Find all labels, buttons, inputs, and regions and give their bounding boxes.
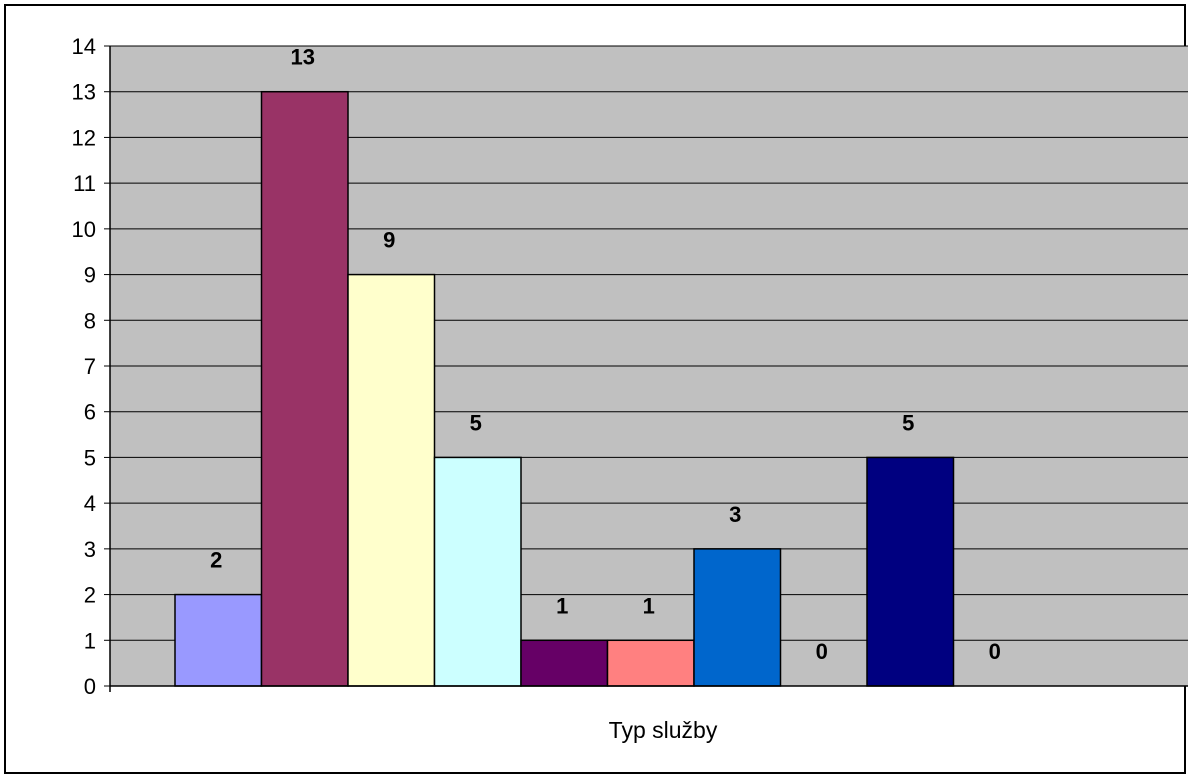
data-label: 9 — [383, 228, 395, 253]
bar — [520, 639, 609, 687]
bar — [347, 273, 436, 687]
y-tick-label: 10 — [72, 217, 96, 242]
data-label: 5 — [902, 410, 914, 435]
data-label: 2 — [210, 548, 222, 573]
y-tick-label: 12 — [72, 125, 96, 150]
data-label: 5 — [470, 410, 482, 435]
y-tick-label: 0 — [84, 674, 96, 699]
y-tick-label: 4 — [84, 491, 96, 516]
data-label: 1 — [556, 593, 568, 618]
y-tick-label: 13 — [72, 80, 96, 105]
y-tick-label: 14 — [72, 34, 96, 59]
bar — [866, 456, 955, 687]
data-label: 0 — [989, 639, 1001, 664]
y-tick-label: 5 — [84, 445, 96, 470]
bar — [606, 639, 695, 687]
y-tick-label: 6 — [84, 400, 96, 425]
data-label: 13 — [291, 45, 315, 70]
data-label: 0 — [816, 639, 828, 664]
y-tick-label: 8 — [84, 308, 96, 333]
y-tick-label: 11 — [73, 171, 96, 196]
x-axis-title: Typ služby — [609, 717, 718, 743]
bar — [433, 456, 522, 687]
chart-frame: 0 1 2 3 4 5 6 7 8 9 10 11 12 13 14 2 13 9 5 1 1 3 0 5 0 Typ služ… — [4, 4, 1188, 774]
y-tick-label: 9 — [84, 263, 96, 288]
bar — [693, 548, 782, 687]
bar — [174, 593, 263, 687]
y-tick-label: 1 — [84, 628, 96, 653]
y-tick-label: 2 — [84, 583, 96, 608]
y-tick-label: 7 — [84, 354, 96, 379]
y-tick-label: 3 — [84, 537, 96, 562]
data-label: 1 — [643, 593, 655, 618]
bar — [260, 90, 349, 687]
data-label: 3 — [729, 502, 741, 527]
